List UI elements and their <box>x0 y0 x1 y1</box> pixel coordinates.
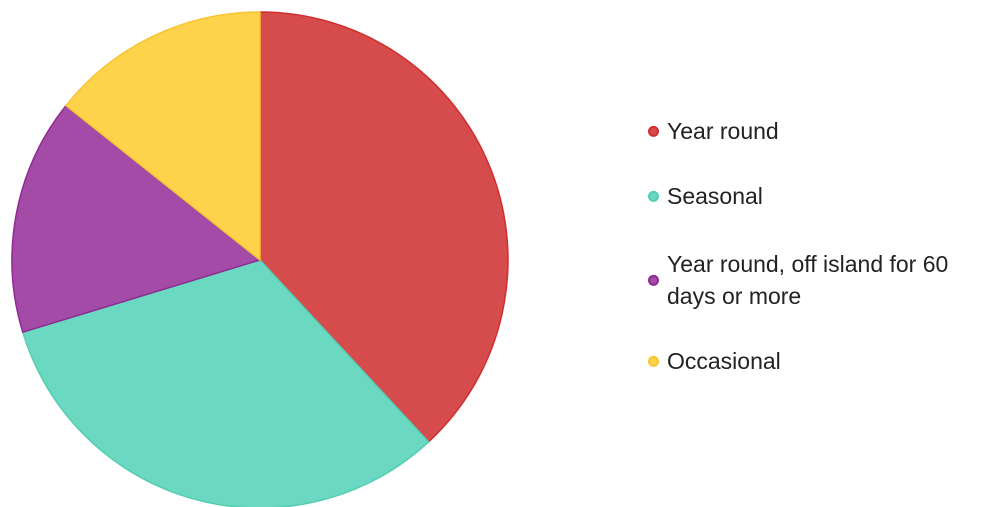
legend-label: Occasional <box>667 347 781 374</box>
legend-item: Seasonal <box>648 180 763 212</box>
pie-slice <box>259 11 509 443</box>
legend-swatch <box>648 274 659 286</box>
legend-label: Year round <box>667 117 779 144</box>
legend-item: Occasional <box>648 345 781 377</box>
legend-swatch <box>648 190 659 202</box>
pie-slice <box>21 259 430 507</box>
legend-swatch <box>648 355 659 367</box>
legend-swatch <box>648 125 659 137</box>
legend-label: Year round, off island for 60 days or mo… <box>667 250 949 309</box>
legend-item: Year round <box>648 115 779 147</box>
pie-slice <box>11 104 261 333</box>
pie-slice <box>65 11 261 261</box>
legend-label: Seasonal <box>667 182 763 209</box>
legend-item: Year round, off island for 60 days or mo… <box>648 248 977 312</box>
